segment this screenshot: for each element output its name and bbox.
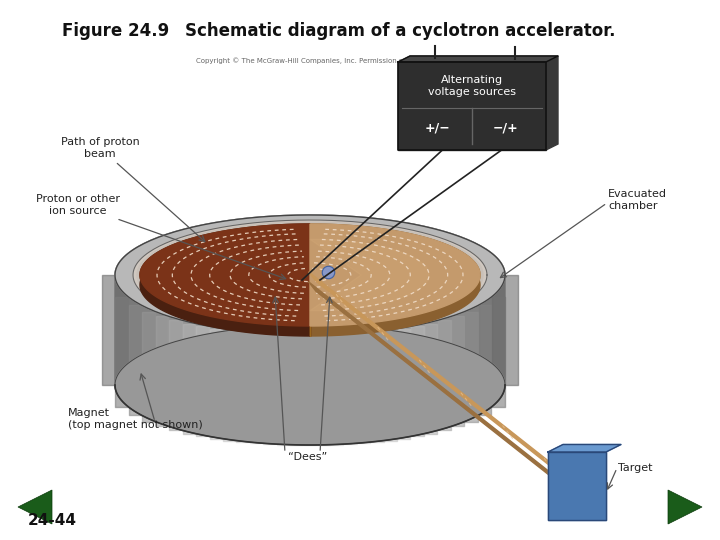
Text: Proton or other
ion source: Proton or other ion source <box>36 194 286 280</box>
Text: Figure 24.9: Figure 24.9 <box>62 22 169 40</box>
Polygon shape <box>310 239 429 310</box>
Text: Alternating
voltage sources: Alternating voltage sources <box>428 75 516 97</box>
Polygon shape <box>133 220 487 330</box>
Text: Path of proton
beam: Path of proton beam <box>60 137 205 241</box>
Text: Schematic diagram of a cyclotron accelerator.: Schematic diagram of a cyclotron acceler… <box>185 22 616 40</box>
Text: Evacuated
chamber: Evacuated chamber <box>608 189 667 211</box>
Text: Magnet
(top magnet not shown): Magnet (top magnet not shown) <box>68 408 203 430</box>
Polygon shape <box>115 215 505 445</box>
Polygon shape <box>308 282 576 496</box>
Polygon shape <box>137 222 483 328</box>
Polygon shape <box>140 224 310 326</box>
Text: “Dees”: “Dees” <box>289 452 328 462</box>
Polygon shape <box>398 56 558 62</box>
Polygon shape <box>308 272 576 487</box>
Polygon shape <box>310 224 480 326</box>
Polygon shape <box>546 56 558 150</box>
Text: +/−: +/− <box>425 122 451 134</box>
Polygon shape <box>115 215 505 335</box>
Polygon shape <box>115 325 505 445</box>
Text: Copyright © The McGraw-Hill Companies, Inc. Permission required for reproduction: Copyright © The McGraw-Hill Companies, I… <box>196 57 524 64</box>
Text: −/+: −/+ <box>493 122 519 134</box>
Polygon shape <box>548 452 606 520</box>
Polygon shape <box>140 224 310 336</box>
Polygon shape <box>668 490 702 524</box>
Polygon shape <box>18 490 52 524</box>
Text: Target: Target <box>618 463 652 473</box>
Polygon shape <box>398 62 546 150</box>
Text: 24-44: 24-44 <box>28 513 77 528</box>
Polygon shape <box>548 444 621 452</box>
Polygon shape <box>310 224 480 336</box>
